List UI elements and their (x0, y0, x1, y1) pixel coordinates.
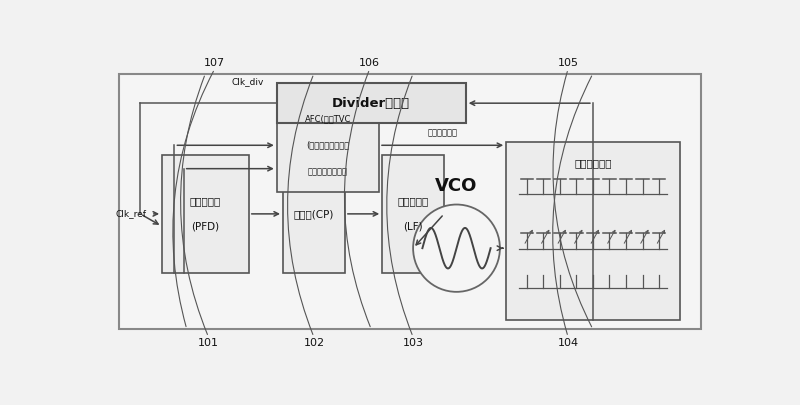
Bar (382, 155, 444, 273)
Text: 电荷泵(CP): 电荷泵(CP) (294, 209, 334, 219)
FancyArrowPatch shape (181, 76, 207, 335)
Text: Divider分频器: Divider分频器 (332, 97, 410, 110)
Text: 环路滤波器: 环路滤波器 (398, 196, 429, 207)
Text: 鉴频鉴相器: 鉴频鉴相器 (190, 196, 221, 207)
Text: 105: 105 (558, 58, 578, 68)
Text: 107: 107 (204, 58, 226, 68)
Text: (时间电压转换的自: (时间电压转换的自 (306, 141, 350, 150)
Text: Clk_div: Clk_div (232, 77, 264, 86)
Text: 103: 103 (402, 338, 424, 348)
FancyArrowPatch shape (553, 72, 592, 327)
Text: 102: 102 (303, 338, 325, 348)
Text: 101: 101 (198, 338, 219, 348)
FancyArrowPatch shape (173, 71, 214, 326)
Text: AFC(基于TVC: AFC(基于TVC (305, 115, 351, 124)
Text: 调节电容阵列: 调节电容阵列 (427, 128, 458, 137)
Text: (LF): (LF) (403, 222, 423, 231)
Text: VCO: VCO (435, 177, 478, 195)
Text: Clk_ref: Clk_ref (115, 209, 146, 218)
FancyArrowPatch shape (386, 76, 412, 335)
Bar (277, 83, 466, 124)
Text: (PFD): (PFD) (191, 222, 219, 231)
Ellipse shape (413, 205, 500, 292)
Text: 106: 106 (359, 58, 380, 68)
FancyArrowPatch shape (287, 76, 313, 335)
Bar (283, 155, 345, 273)
Bar (162, 155, 249, 273)
Text: 开关电容阵列: 开关电容阵列 (574, 158, 612, 168)
Text: 104: 104 (558, 338, 578, 348)
Text: 动频率校正电路）: 动频率校正电路） (308, 167, 348, 176)
Bar (277, 98, 379, 192)
FancyArrowPatch shape (553, 76, 592, 335)
Bar (118, 74, 702, 329)
FancyArrowPatch shape (345, 71, 370, 327)
Bar (506, 142, 680, 320)
